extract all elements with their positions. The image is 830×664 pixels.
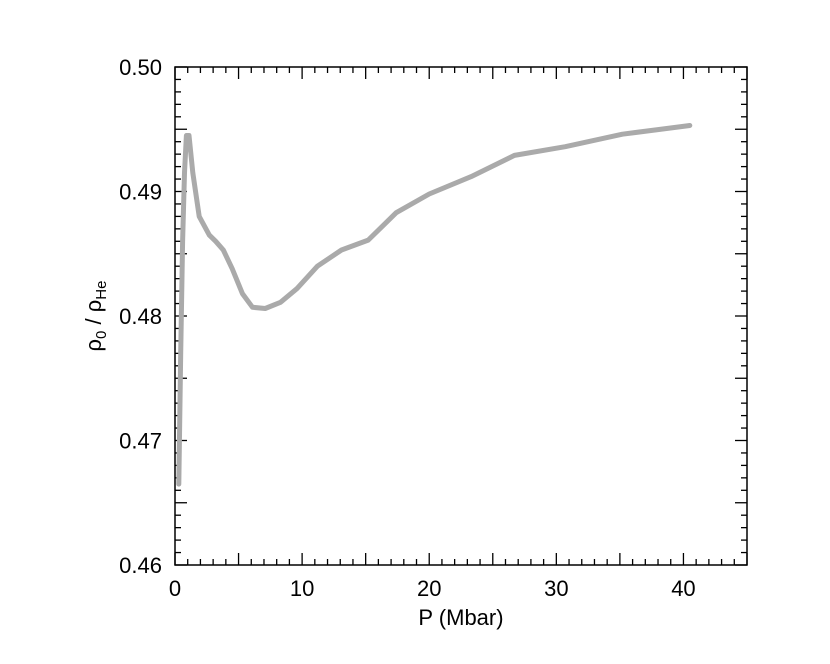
tick-labels: 0 10 20 30 40 0.46 0.47 0.48 0.49 0.50 [119,55,696,601]
series-line [176,123,693,487]
y-axis-rho-1: ρ [81,339,106,352]
x-tick-label: 40 [671,576,695,601]
ticks [174,66,748,566]
y-tick-label: 0.49 [119,180,162,205]
y-axis-slash: / [81,312,106,330]
x-tick-label: 0 [169,576,181,601]
y-tick-label: 0.46 [119,553,162,578]
x-tick-label: 10 [290,576,314,601]
y-axis-title: ρ0 / ρHe [81,281,110,352]
y-tick-label: 0.50 [119,55,162,80]
x-tick-label: 30 [544,576,568,601]
y-axis-sub-he: He [93,281,110,300]
y-axis-sub-0: 0 [93,331,110,339]
y-tick-label: 0.48 [119,304,162,329]
y-tick-label: 0.47 [119,429,162,454]
plot-frame [174,66,748,566]
x-tick-label: 20 [417,576,441,601]
y-axis-rho-2: ρ [81,300,106,313]
x-axis-title: P (Mbar) [418,605,503,630]
